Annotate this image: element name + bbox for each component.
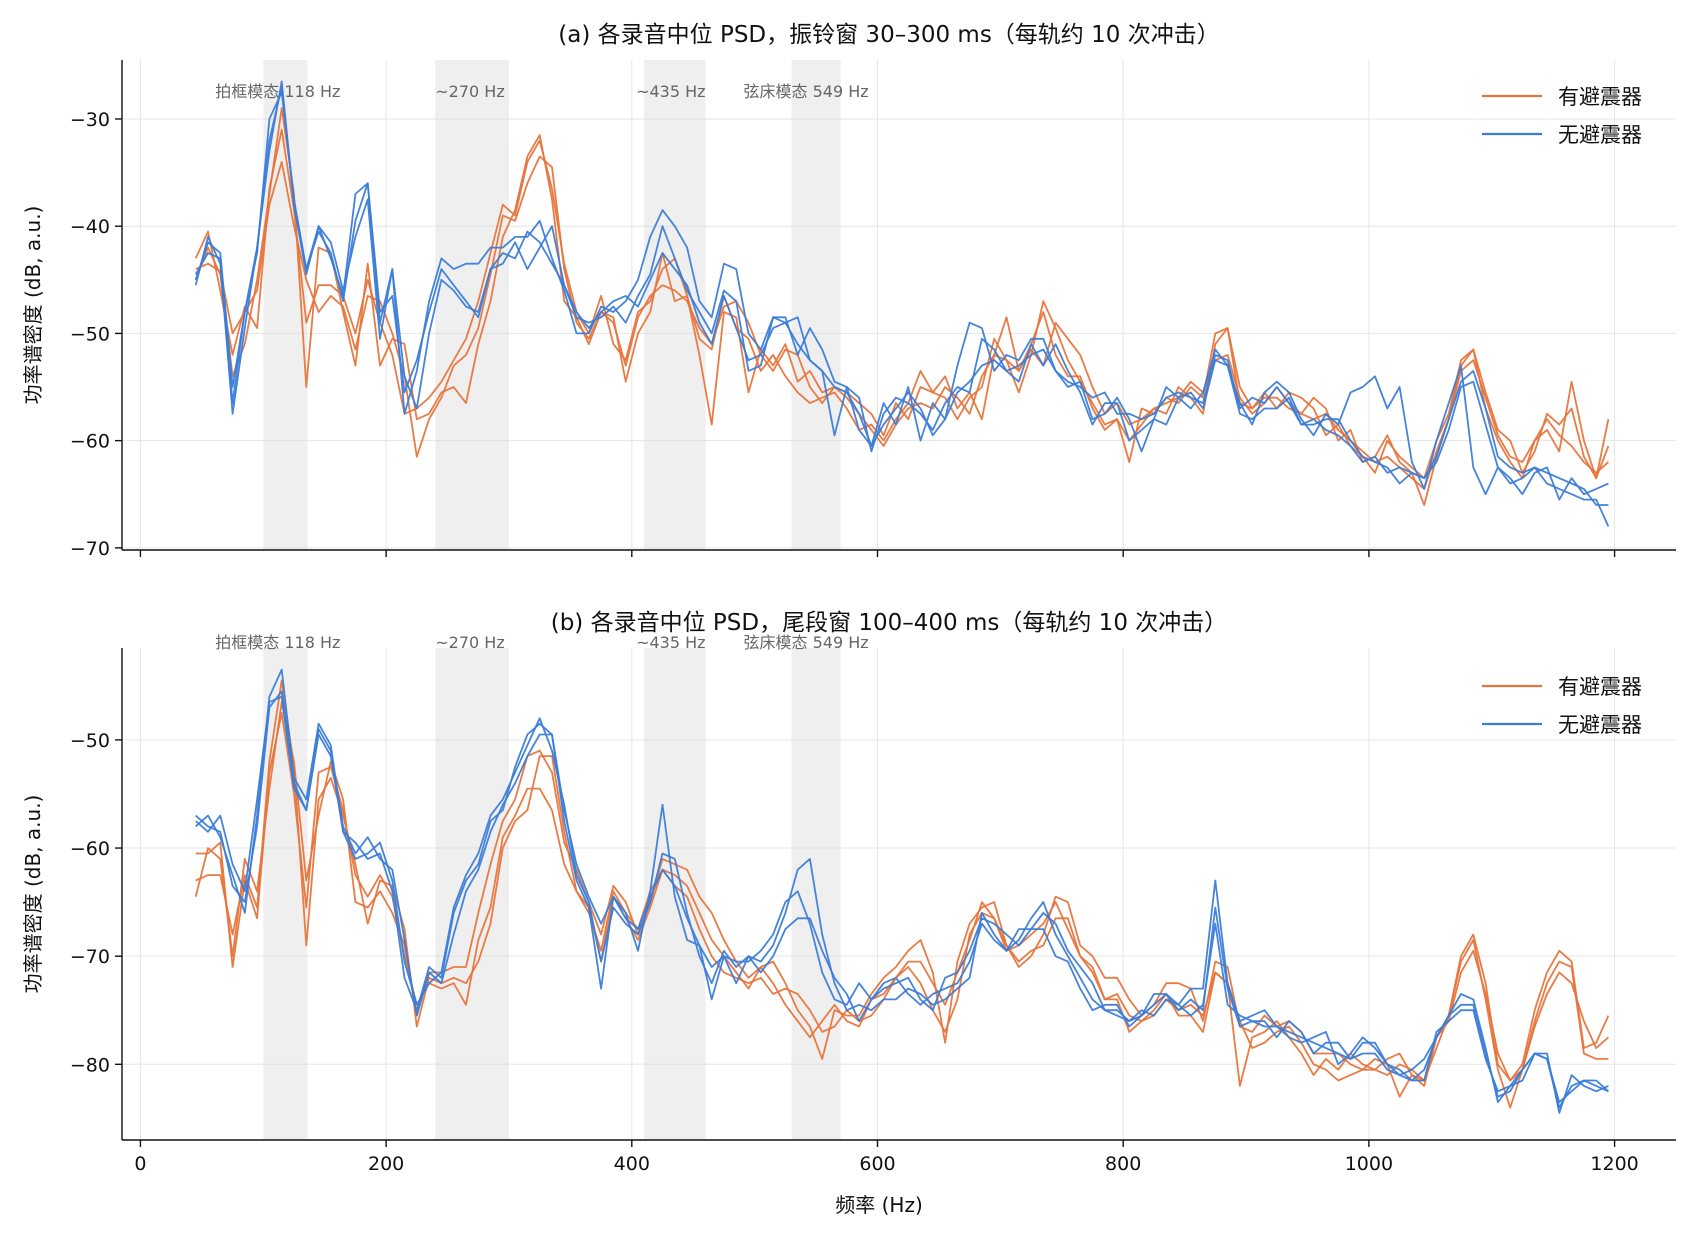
- x-tick-label: 600: [859, 1153, 895, 1175]
- y-tick-label: −60: [70, 431, 110, 453]
- chart-title: (b) 各录音中位 PSD，尾段窗 100–400 ms（每轨约 10 次冲击）: [551, 610, 1228, 636]
- chart-title: (a) 各录音中位 PSD，振铃窗 30–300 ms（每轨约 10 次冲击）: [558, 22, 1219, 48]
- mode-band: [435, 60, 509, 550]
- y-tick-label: −50: [70, 730, 110, 752]
- series-line-without-damper: [194, 80, 1610, 527]
- band-label: ~435 Hz: [636, 633, 705, 652]
- series-line-with-damper: [194, 107, 1610, 506]
- x-axis-label: 频率 (Hz): [835, 1193, 923, 1217]
- y-tick-label: −30: [70, 109, 110, 131]
- series-line-with-damper: [194, 701, 1610, 1098]
- y-tick-label: −80: [70, 1054, 110, 1076]
- y-tick-label: −60: [70, 838, 110, 860]
- band-label: 弦床模态 549 Hz: [744, 633, 869, 652]
- panel-a: 拍框模态 118 Hz ~270 Hz ~435 Hz 弦床模态 549 Hz −70 −…: [21, 22, 1676, 560]
- legend-label: 无避震器: [1558, 713, 1642, 737]
- y-axis-label: 功率谱密度 (dB, a.u.): [21, 206, 45, 405]
- series-line-without-damper: [195, 695, 1609, 1104]
- legend-label: 有避震器: [1558, 85, 1642, 109]
- panel-b: 拍框模态 118 Hz ~270 Hz ~435 Hz 弦床模态 549 Hz 0 200…: [21, 610, 1676, 1217]
- x-tick-label: 800: [1105, 1153, 1141, 1175]
- y-tick-label: −70: [70, 946, 110, 968]
- series-line-without-damper: [195, 668, 1609, 1114]
- band-label: 弦床模态 549 Hz: [744, 82, 869, 101]
- band-label: 拍框模态 118 Hz: [215, 633, 340, 652]
- mode-band: [791, 60, 841, 550]
- series-line-with-damper: [194, 128, 1610, 480]
- band-label: ~270 Hz: [435, 633, 504, 652]
- y-tick-label: −70: [70, 538, 110, 560]
- band-label: ~270 Hz: [435, 82, 504, 101]
- x-tick-label: 400: [614, 1153, 650, 1175]
- series-line-without-damper: [194, 85, 1609, 506]
- band-label: 拍框模态 118 Hz: [215, 82, 340, 101]
- band-label: ~435 Hz: [636, 82, 705, 101]
- legend-label: 无避震器: [1558, 123, 1642, 147]
- x-tick-label: 0: [134, 1153, 146, 1175]
- legend-label: 有避震器: [1558, 675, 1642, 699]
- x-tick-label: 1000: [1345, 1153, 1393, 1175]
- y-tick-label: −50: [70, 323, 110, 345]
- series-line-without-damper: [194, 91, 1609, 501]
- y-axis-label: 功率谱密度 (dB, a.u.): [21, 795, 45, 994]
- series-line-without-damper: [195, 690, 1609, 1109]
- y-tick-label: −40: [70, 216, 110, 238]
- x-tick-label: 200: [368, 1153, 404, 1175]
- series-line-with-damper: [195, 679, 1609, 1109]
- x-tick-label: 1200: [1590, 1153, 1638, 1175]
- mode-band: [435, 648, 509, 1140]
- series-line-with-damper: [195, 712, 1609, 1082]
- series-line-with-damper: [195, 155, 1609, 490]
